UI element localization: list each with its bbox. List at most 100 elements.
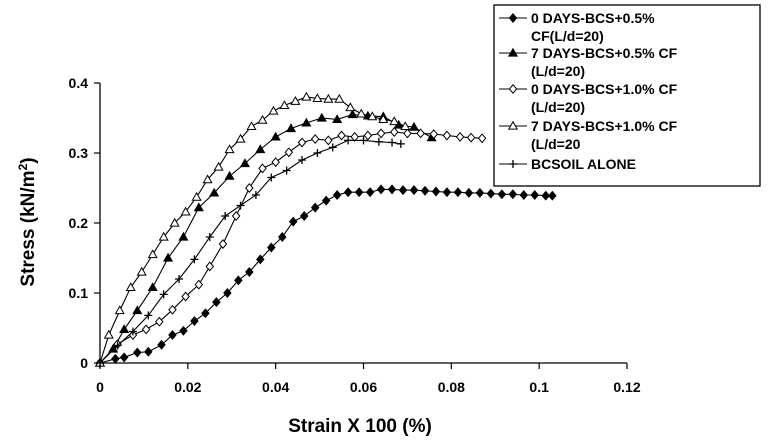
data-point xyxy=(290,95,301,105)
data-point xyxy=(132,305,143,315)
x-axis-title: Strain X 100 (%) xyxy=(288,416,432,437)
data-point xyxy=(530,190,540,200)
data-point xyxy=(284,147,294,158)
data-point xyxy=(125,282,136,292)
data-point xyxy=(119,352,129,363)
x-tick-label: 0.06 xyxy=(350,379,377,395)
data-point xyxy=(297,137,307,148)
data-point xyxy=(212,297,221,308)
data-point xyxy=(268,105,279,115)
legend-label: 7 DAYS-BCS+1.0% CF xyxy=(531,118,678,134)
data-point xyxy=(147,249,158,259)
y-axis-title: Stress (kN/m2) xyxy=(16,157,39,286)
series-layer xyxy=(94,91,557,368)
data-point xyxy=(267,242,276,253)
data-point xyxy=(285,123,297,133)
data-point xyxy=(141,324,151,335)
data-point xyxy=(354,187,364,198)
data-point xyxy=(205,233,214,241)
data-point xyxy=(388,138,397,147)
legend: 0 DAYS-BCS+0.5% CF(L/d=20)7 DAYS-BCS+0.5%… xyxy=(493,4,761,187)
data-point xyxy=(389,127,399,137)
data-point xyxy=(158,231,169,241)
data-point xyxy=(334,93,345,103)
data-point xyxy=(221,212,230,220)
data-point xyxy=(251,191,260,199)
data-point xyxy=(205,261,215,272)
data-point xyxy=(111,353,120,364)
data-point xyxy=(321,195,331,206)
data-point xyxy=(213,161,224,171)
data-point xyxy=(178,231,189,241)
data-point xyxy=(347,109,358,119)
data-point xyxy=(310,134,320,144)
legend-label: 7 DAYS-BCS+0.5% CF xyxy=(531,45,678,61)
data-point xyxy=(218,239,228,249)
data-point xyxy=(181,291,190,302)
data-point xyxy=(466,132,476,143)
y-tick-label: 0.2 xyxy=(69,215,89,231)
data-point xyxy=(155,316,164,327)
data-point xyxy=(337,130,346,141)
data-point xyxy=(403,128,412,139)
data-point xyxy=(163,252,174,262)
data-point xyxy=(376,184,386,195)
data-point xyxy=(442,130,452,141)
legend-label: (L/d=20) xyxy=(531,63,585,79)
legend-label: 0 DAYS-BCS+0.5% xyxy=(531,10,655,26)
data-point xyxy=(442,187,452,198)
data-point xyxy=(257,114,268,124)
x-tick-label: 0.02 xyxy=(174,379,201,395)
data-point xyxy=(282,166,291,175)
data-point xyxy=(169,217,180,227)
x-tick-label: 0.1 xyxy=(529,379,549,395)
y-axis-title-sup: 2 xyxy=(16,163,30,170)
data-point xyxy=(245,267,254,277)
data-point xyxy=(345,102,356,112)
data-point xyxy=(224,170,235,180)
data-point xyxy=(119,324,130,334)
series-3 xyxy=(95,127,487,368)
legend-label: (L/d=20 xyxy=(531,136,581,152)
data-point xyxy=(223,288,232,298)
data-point xyxy=(180,206,191,216)
data-point xyxy=(409,185,419,196)
legend-entry: 0 DAYS-BCS+1.0% CF (L/d=20) xyxy=(499,81,678,115)
legend-label: 0 DAYS-BCS+1.0% CF xyxy=(531,81,678,97)
data-point xyxy=(246,121,257,131)
data-point xyxy=(328,143,337,152)
data-point xyxy=(235,133,246,143)
data-point xyxy=(464,187,474,198)
data-point xyxy=(168,330,177,340)
y-axis-title-main: Stress (kN/m xyxy=(18,170,39,286)
series-4 xyxy=(94,91,411,367)
data-point xyxy=(398,185,408,196)
y-axis-title-close: ) xyxy=(18,157,39,163)
data-point xyxy=(486,188,496,199)
data-point xyxy=(356,108,367,118)
axes-layer: 0 0.02 0.04 0.06 0.08 0.1 0.12 0 0.1 0.2 0.3 0.4 xyxy=(69,75,641,395)
data-point xyxy=(190,316,199,326)
legend-label: CF(L/d=20) xyxy=(531,28,604,44)
data-point xyxy=(168,304,177,315)
data-point xyxy=(136,266,147,276)
data-point xyxy=(144,346,153,357)
data-point xyxy=(224,144,235,154)
legend-entry: 7 DAYS-BCS+0.5% CF (L/d=20) xyxy=(499,45,678,79)
data-point xyxy=(508,189,518,200)
data-point xyxy=(193,202,204,212)
data-point xyxy=(267,173,276,182)
data-point xyxy=(497,189,507,200)
data-point xyxy=(256,254,265,265)
legend-swatch-marker xyxy=(509,160,517,168)
data-point xyxy=(455,131,465,142)
data-point xyxy=(310,202,320,213)
x-tick-label: 0 xyxy=(96,379,104,395)
data-point xyxy=(408,121,420,131)
data-point xyxy=(271,157,280,168)
data-point xyxy=(175,275,184,283)
y-tick-label: 0 xyxy=(80,355,88,371)
data-point xyxy=(288,216,298,227)
x-tick-label: 0.12 xyxy=(613,379,640,395)
